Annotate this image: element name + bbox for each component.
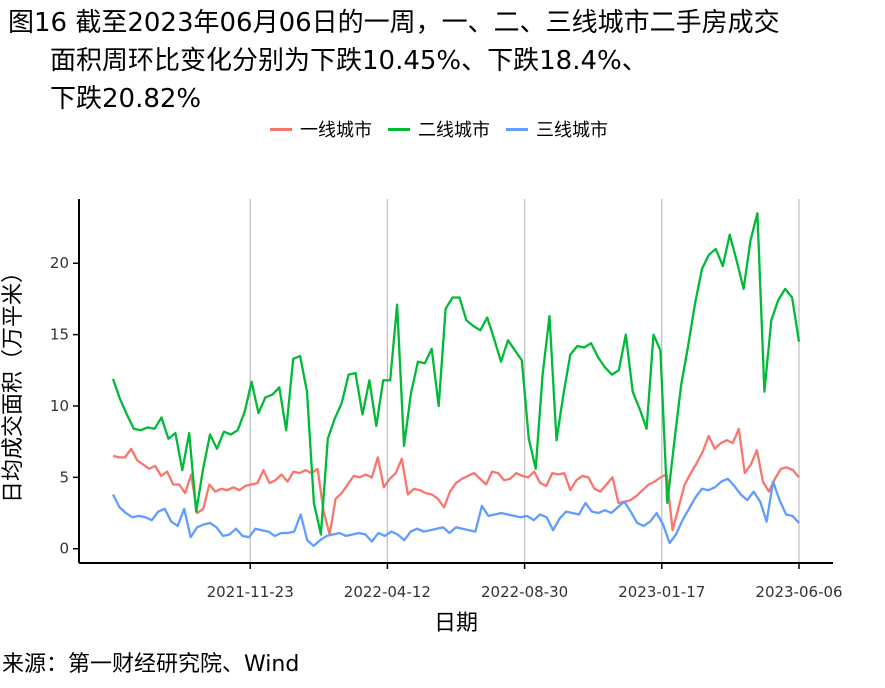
y-axis-title: 日均成交面积（万平米） [1,261,26,503]
legend-item-tier1: 一线城市 [270,116,372,142]
series-lines [111,212,801,548]
y-ticks: 0 5 10 15 20 [50,254,79,558]
x-tick-label: 2021-11-23 [207,583,294,601]
legend-label-tier2: 二线城市 [418,120,490,141]
series-line-tier1 [112,427,800,536]
y-tick-label: 0 [59,540,69,558]
figure-title: 图16 截至2023年06月06日的一周，一、二、三线城市二手房成交 面积周环比… [8,4,780,118]
chart-legend: 一线城市 二线城市 三线城市 [270,116,608,142]
legend-label-tier3: 三线城市 [536,120,608,141]
legend-key-tier1 [270,127,292,131]
x-tick-label: 2022-04-12 [344,583,431,601]
x-tick-label: 2023-01-17 [618,583,705,601]
legend-label-tier1: 一线城市 [300,120,372,141]
source-note: 来源：第一财经研究院、Wind [2,652,300,677]
axes [78,199,833,564]
y-tick-label: 10 [50,397,69,415]
legend-key-tier2 [388,127,410,131]
y-tick-label: 15 [50,326,69,344]
x-tick-label: 2023-06-06 [755,583,842,601]
legend-item-tier2: 二线城市 [388,116,490,142]
title-line-1: 图16 截至2023年06月06日的一周，一、二、三线城市二手房成交 [8,8,780,38]
x-ticks: 2021-11-23 2022-04-12 2022-08-30 2023-01-17… [207,563,843,601]
legend-item-tier3: 三线城市 [506,116,608,142]
series-line-tier2 [111,212,801,536]
title-line-2: 面积周环比变化分别为下跌10.45%、下跌18.4%、 [50,46,648,76]
legend-key-tier3 [506,127,528,131]
title-line-3: 下跌20.82% [50,84,202,114]
y-tick-label: 20 [50,254,69,272]
series-line-tier3 [111,477,800,548]
x-axis-title: 日期 [434,611,478,636]
x-tick-label: 2022-08-30 [481,583,568,601]
y-tick-label: 5 [59,468,69,486]
